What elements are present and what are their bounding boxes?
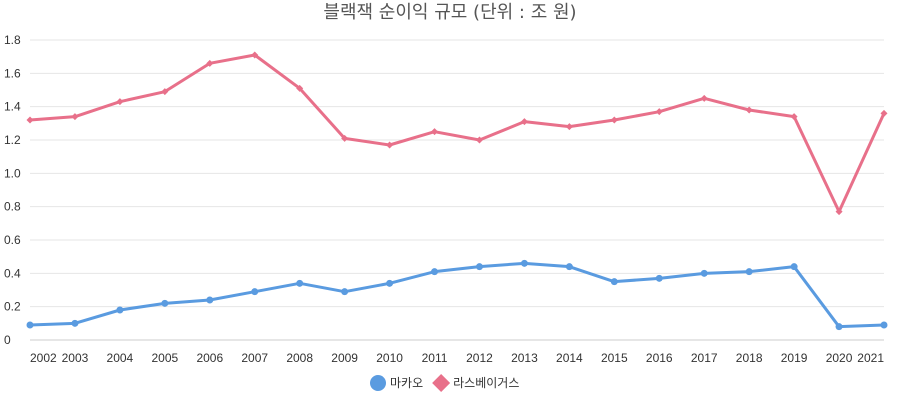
data-point[interactable] xyxy=(610,116,618,124)
data-point[interactable] xyxy=(565,263,573,271)
legend-item-2[interactable]: 라스베이거스 xyxy=(432,374,519,392)
data-point[interactable] xyxy=(790,113,798,121)
data-point[interactable] xyxy=(251,51,259,59)
data-point[interactable] xyxy=(206,59,214,67)
data-point[interactable] xyxy=(431,128,439,136)
series xyxy=(26,51,888,331)
data-point[interactable] xyxy=(700,94,708,102)
x-tick-label: 2009 xyxy=(331,351,358,365)
series-line xyxy=(28,53,886,214)
data-point[interactable] xyxy=(341,134,349,142)
data-point[interactable] xyxy=(745,106,753,114)
x-tick-label: 2020 xyxy=(826,351,853,365)
data-point[interactable] xyxy=(880,109,888,117)
y-axis-ticks: 0 0.2 0.4 0.6 0.8 1.0 1.2 1.4 1.6 1.8 xyxy=(4,33,21,347)
data-point[interactable] xyxy=(206,296,214,304)
data-point[interactable] xyxy=(880,321,888,329)
y-tick-label: 1.0 xyxy=(4,166,21,180)
data-point[interactable] xyxy=(386,279,394,287)
x-tick-label: 2008 xyxy=(286,351,313,365)
y-tick-label: 1.4 xyxy=(4,100,21,114)
legend-item-1[interactable]: 마카오 xyxy=(370,375,423,391)
data-point[interactable] xyxy=(116,306,124,314)
legend-marker xyxy=(432,374,451,392)
x-tick-label: 2015 xyxy=(601,351,628,365)
series-line xyxy=(28,261,886,329)
x-tick-label: 2004 xyxy=(107,351,134,365)
data-point[interactable] xyxy=(655,274,663,282)
y-tick-label: 1.8 xyxy=(4,33,21,47)
data-point[interactable] xyxy=(26,321,34,329)
data-point[interactable] xyxy=(835,208,843,216)
y-tick-label: 0 xyxy=(4,333,11,347)
x-tick-label: 2006 xyxy=(196,351,223,365)
x-tick-label: 2005 xyxy=(151,351,178,365)
x-tick-label: 2014 xyxy=(556,351,583,365)
data-point[interactable] xyxy=(520,259,528,267)
data-point[interactable] xyxy=(386,141,394,149)
series-1 xyxy=(26,259,888,331)
y-tick-label: 0.6 xyxy=(4,233,21,247)
data-point[interactable] xyxy=(431,268,439,276)
data-point[interactable] xyxy=(610,278,618,286)
data-point[interactable] xyxy=(700,269,708,277)
data-point[interactable] xyxy=(26,116,34,124)
legend-label: 마카오 xyxy=(390,376,423,390)
x-tick-label: 2021 xyxy=(857,351,884,365)
y-tick-label: 1.2 xyxy=(4,133,21,147)
data-point[interactable] xyxy=(71,319,79,327)
data-point[interactable] xyxy=(341,288,349,296)
data-point[interactable] xyxy=(475,136,483,144)
data-point[interactable] xyxy=(251,288,259,296)
data-point[interactable] xyxy=(520,118,528,126)
legend: 마카오 라스베이거스 xyxy=(370,374,519,392)
x-axis-ticks: 2002 2003 2004 2005 2006 2007 2008 2009 2010 2011… xyxy=(30,351,884,365)
data-point[interactable] xyxy=(835,323,843,331)
y-tick-label: 0.2 xyxy=(4,300,21,314)
data-point[interactable] xyxy=(296,279,304,287)
x-tick-label: 2003 xyxy=(62,351,89,365)
x-tick-label: 2017 xyxy=(691,351,718,365)
data-point[interactable] xyxy=(745,268,753,276)
data-point[interactable] xyxy=(161,88,169,96)
x-tick-label: 2018 xyxy=(736,351,763,365)
data-point[interactable] xyxy=(565,123,573,131)
legend-marker xyxy=(370,375,386,391)
x-tick-label: 2007 xyxy=(241,351,268,365)
data-point[interactable] xyxy=(790,263,798,271)
legend-label: 라스베이거스 xyxy=(453,376,519,390)
data-point[interactable] xyxy=(655,108,663,116)
data-point[interactable] xyxy=(116,98,124,106)
y-tick-label: 0.8 xyxy=(4,200,21,214)
y-tick-label: 1.6 xyxy=(4,66,21,80)
x-tick-label: 2016 xyxy=(646,351,673,365)
data-point[interactable] xyxy=(71,113,79,121)
x-tick-label: 2019 xyxy=(781,351,808,365)
y-tick-label: 0.4 xyxy=(4,266,21,280)
series-2 xyxy=(26,51,888,216)
x-tick-label: 2013 xyxy=(511,351,538,365)
x-tick-label: 2010 xyxy=(376,351,403,365)
chart-title: 블랙잭 순이익 규모 (단위 : 조 원) xyxy=(323,2,576,23)
x-tick-label: 2002 xyxy=(30,351,57,365)
data-point[interactable] xyxy=(161,299,169,307)
x-tick-label: 2011 xyxy=(422,351,448,365)
data-point[interactable] xyxy=(296,84,304,92)
data-point[interactable] xyxy=(475,263,483,271)
grid xyxy=(30,39,884,341)
x-tick-label: 2012 xyxy=(466,351,493,365)
